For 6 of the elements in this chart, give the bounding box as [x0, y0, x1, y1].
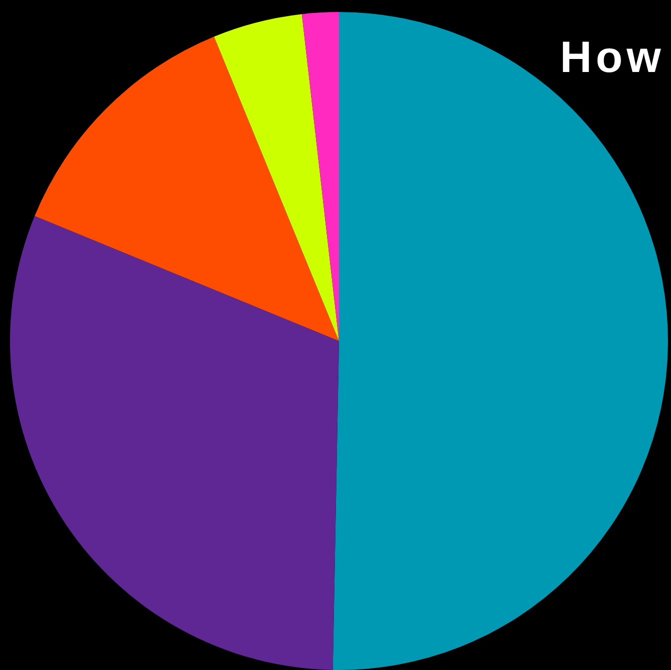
pie-slice — [332, 12, 668, 670]
pie-slice — [302, 12, 339, 341]
pie-slice — [34, 36, 339, 341]
pie-slice — [10, 216, 339, 670]
text: How — [560, 33, 665, 82]
pie-slice — [214, 14, 339, 341]
